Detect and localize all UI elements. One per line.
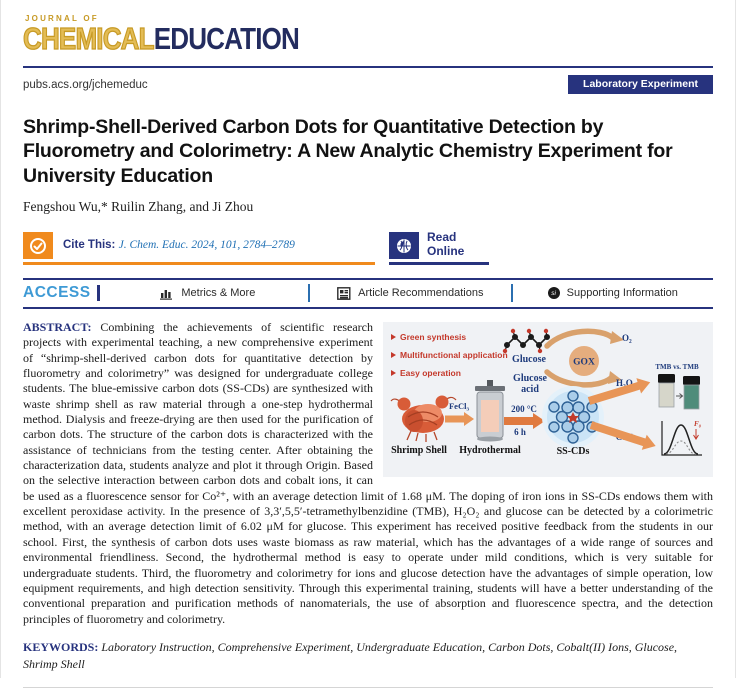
svg-text:Multifunctional application: Multifunctional application	[400, 350, 508, 360]
si-icon: si	[548, 287, 560, 299]
header-rule	[23, 66, 713, 68]
keywords-text: Laboratory Instruction, Comprehensive Ex…	[23, 640, 677, 671]
svg-text:Glucose: Glucose	[512, 354, 546, 365]
access-bar: ACCESS Metrics & More	[23, 278, 713, 309]
citation-text: Cite This: J. Chem. Educ. 2024, 101, 278…	[63, 235, 295, 256]
check-icon	[23, 232, 53, 259]
svg-text:Hydrothermal: Hydrothermal	[459, 445, 521, 456]
svg-text:Glucose: Glucose	[513, 373, 547, 384]
graphical-abstract: Green synthesis Multifunctional applicat…	[383, 322, 713, 477]
metrics-and-more-link[interactable]: Metrics & More	[108, 287, 308, 300]
journal-name-education: EDUCATION	[154, 21, 299, 56]
svg-text:6 h: 6 h	[514, 427, 526, 437]
keywords-heading: KEYWORDS:	[23, 640, 98, 654]
abstract-section: Green synthesis Multifunctional applicat…	[23, 320, 713, 627]
pubs-url-link[interactable]: pubs.acs.org/jchemeduc	[23, 79, 148, 91]
keywords-section: KEYWORDS: Laboratory Instruction, Compre…	[23, 639, 713, 673]
recommendations-icon	[337, 287, 351, 300]
page-title: Shrimp-Shell-Derived Carbon Dots for Qua…	[23, 115, 713, 189]
svg-text:acid: acid	[521, 384, 539, 395]
svg-text:Green synthesis: Green synthesis	[400, 332, 466, 342]
access-separator	[97, 285, 100, 301]
access-link[interactable]: ACCESS	[23, 284, 91, 302]
bar-chart-icon	[160, 287, 174, 300]
article-type-badge: Laboratory Experiment	[568, 75, 713, 94]
journal-logo: JOURNAL OF CHEMICALEDUCATION	[23, 14, 713, 56]
article-recommendations-link[interactable]: Article Recommendations	[310, 287, 510, 300]
supporting-info-label: Supporting Information	[567, 287, 678, 299]
cite-this-button[interactable]: Cite This: J. Chem. Educ. 2024, 101, 278…	[23, 230, 375, 265]
bottom-rule	[23, 687, 713, 688]
svg-text:Easy operation: Easy operation	[400, 368, 461, 378]
header-row: pubs.acs.org/jchemeduc Laboratory Experi…	[23, 75, 713, 95]
author-list: Fengshou Wu,* Ruilin Zhang, and Ji Zhou	[23, 199, 713, 215]
access-items: Metrics & More Article Recommendations s…	[108, 284, 713, 302]
svg-text:TMB vs. TMB: TMB vs. TMB	[655, 363, 699, 371]
svg-text:F₀: F₀	[694, 420, 702, 428]
recommendations-label: Article Recommendations	[358, 287, 483, 299]
abstract-heading: ABSTRACT:	[23, 320, 91, 334]
svg-text:SS-CDs: SS-CDs	[557, 446, 590, 457]
journal-name: CHEMICALEDUCATION	[23, 23, 603, 56]
svg-text:200 °C: 200 °C	[511, 404, 537, 414]
citation-reference: J. Chem. Educ. 2024, 101, 2784–2789	[119, 239, 295, 251]
journal-name-chemical: CHEMICAL	[23, 21, 154, 56]
svg-text:O₂: O₂	[622, 333, 632, 343]
globe-icon	[389, 232, 419, 259]
read-online-label: Read Online	[427, 230, 489, 262]
metrics-label: Metrics & More	[181, 287, 255, 299]
svg-text:FeCl₃: FeCl₃	[449, 401, 469, 411]
stage-labels: Shrimp Shell Hydrothermal SS-CDs	[391, 445, 589, 457]
cite-bar: Cite This: J. Chem. Educ. 2024, 101, 278…	[23, 230, 713, 265]
cite-this-label: Cite This:	[63, 239, 115, 251]
svg-text:GOX: GOX	[573, 357, 595, 367]
svg-text:Shrimp Shell: Shrimp Shell	[391, 445, 447, 456]
read-online-button[interactable]: Read Online	[389, 230, 489, 265]
supporting-information-link[interactable]: si Supporting Information	[513, 287, 713, 299]
autoclave-icon	[475, 380, 505, 442]
